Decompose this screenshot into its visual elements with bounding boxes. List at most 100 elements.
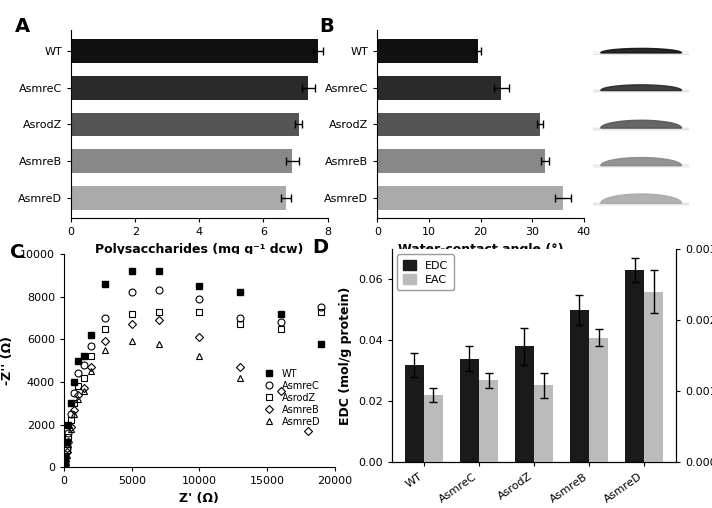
Bar xyxy=(534,386,553,462)
Bar xyxy=(589,338,608,462)
Bar xyxy=(644,292,664,462)
Bar xyxy=(404,365,424,462)
Bar xyxy=(71,76,308,100)
WT xyxy=(66,400,75,406)
WT xyxy=(69,379,78,385)
WT xyxy=(61,460,69,466)
AsmreD xyxy=(63,452,71,458)
AsrodZ xyxy=(63,447,71,453)
Y-axis label: -Z'' (Ω): -Z'' (Ω) xyxy=(1,336,14,385)
AsmreD xyxy=(73,396,82,402)
AsrodZ xyxy=(66,418,75,424)
AsmreD xyxy=(195,354,204,360)
AsmreB xyxy=(127,322,136,328)
AsmreD xyxy=(69,411,78,417)
AsrodZ xyxy=(61,457,70,463)
AsmreC xyxy=(69,390,78,396)
AsmreB xyxy=(63,450,71,456)
Bar xyxy=(570,310,589,462)
AsmreD xyxy=(80,388,88,394)
AsrodZ xyxy=(73,383,82,389)
AsmreC xyxy=(276,319,285,325)
Polygon shape xyxy=(601,48,681,53)
Legend: WT, AsmreC, AsrodZ, AsmreB, AsmreD: WT, AsmreC, AsrodZ, AsmreB, AsmreD xyxy=(256,365,325,430)
Line: AsmreB: AsmreB xyxy=(62,318,310,468)
Bar xyxy=(515,346,534,462)
AsmreD xyxy=(236,375,244,381)
Bar xyxy=(71,186,286,210)
AsmreD xyxy=(100,347,109,353)
AsmreD xyxy=(87,368,95,374)
AsrodZ xyxy=(61,462,69,468)
AsmreC xyxy=(66,411,75,417)
AsmreB xyxy=(155,317,163,323)
AsmreB xyxy=(66,424,75,430)
X-axis label: Z' (Ω): Z' (Ω) xyxy=(179,492,219,505)
AsmreC xyxy=(127,290,136,296)
AsmreC xyxy=(61,461,69,467)
AsmreB xyxy=(73,392,82,398)
Bar xyxy=(424,395,443,462)
Bar xyxy=(377,149,545,173)
Line: AsmreD: AsmreD xyxy=(61,338,244,469)
AsrodZ xyxy=(87,354,95,360)
Bar xyxy=(377,186,563,210)
AsmreC xyxy=(64,430,73,436)
AsmreC xyxy=(195,296,204,302)
AsrodZ xyxy=(236,322,244,328)
Bar xyxy=(460,359,479,462)
WT xyxy=(236,290,244,296)
AsmreC xyxy=(155,287,163,293)
AsmreD xyxy=(127,338,136,344)
Bar xyxy=(479,380,498,462)
AsrodZ xyxy=(276,326,285,332)
AsmreB xyxy=(61,462,69,468)
AsmreC xyxy=(73,370,82,376)
AsmreB xyxy=(61,458,70,464)
WT xyxy=(317,340,325,346)
AsmreB xyxy=(69,407,78,413)
WT xyxy=(61,454,70,460)
Bar xyxy=(377,76,501,100)
WT xyxy=(195,283,204,289)
WT xyxy=(63,439,71,445)
WT xyxy=(100,281,109,287)
AsmreB xyxy=(80,386,88,392)
WT xyxy=(80,354,88,360)
AsrodZ xyxy=(195,308,204,314)
WT xyxy=(73,358,82,364)
Y-axis label: EDC (mol/g protein): EDC (mol/g protein) xyxy=(339,287,352,425)
Text: D: D xyxy=(312,238,328,257)
AsmreB xyxy=(100,338,109,344)
AsmreC xyxy=(63,445,71,451)
AsrodZ xyxy=(100,326,109,332)
AsrodZ xyxy=(127,311,136,317)
AsmreB xyxy=(87,364,95,370)
Polygon shape xyxy=(601,194,681,203)
AsmreC xyxy=(100,315,109,321)
AsmreD xyxy=(66,426,75,432)
AsmreC xyxy=(317,304,325,310)
AsmreB xyxy=(64,439,73,445)
Bar xyxy=(71,39,318,63)
Text: C: C xyxy=(10,243,24,262)
Bar xyxy=(377,39,478,63)
WT xyxy=(276,311,285,317)
AsrodZ xyxy=(80,375,88,381)
Polygon shape xyxy=(601,120,681,128)
AsmreC xyxy=(87,343,95,349)
AsmreB xyxy=(303,428,312,434)
AsrodZ xyxy=(69,400,78,406)
AsmreB xyxy=(276,388,285,394)
Bar xyxy=(71,149,292,173)
Polygon shape xyxy=(601,157,681,166)
Text: A: A xyxy=(15,17,30,37)
AsmreD xyxy=(155,340,163,346)
AsmreC xyxy=(61,456,70,462)
AsmreD xyxy=(61,463,69,469)
WT xyxy=(87,332,95,338)
AsrodZ xyxy=(155,308,163,314)
Bar xyxy=(377,112,540,137)
WT xyxy=(155,268,163,274)
AsmreC xyxy=(80,362,88,368)
